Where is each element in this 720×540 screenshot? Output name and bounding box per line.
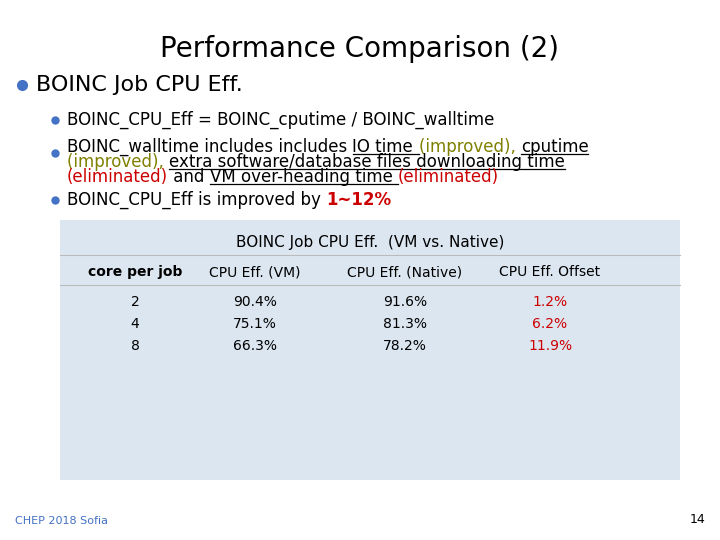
Text: 78.2%: 78.2% [383,339,427,353]
Text: 90.4%: 90.4% [233,295,277,309]
Text: CHEP 2018 Sofia: CHEP 2018 Sofia [15,516,108,526]
Text: 8: 8 [130,339,140,353]
Text: 75.1%: 75.1% [233,317,277,331]
Text: 1.2%: 1.2% [532,295,567,309]
Text: (eliminated): (eliminated) [67,168,168,186]
Text: extra software/database files downloading time: extra software/database files downloadin… [169,153,565,171]
FancyBboxPatch shape [60,220,680,480]
Text: 1~12%: 1~12% [326,191,391,209]
Text: VM over-heading time: VM over-heading time [210,168,398,186]
Text: 91.6%: 91.6% [383,295,427,309]
Text: BOINC_CPU_Eff = BOINC_cputime / BOINC_walltime: BOINC_CPU_Eff = BOINC_cputime / BOINC_wa… [67,111,495,129]
Text: BOINC_CPU_Eff is improved by: BOINC_CPU_Eff is improved by [67,191,326,209]
Text: CPU Eff. Offset: CPU Eff. Offset [500,265,600,279]
Text: 14: 14 [689,513,705,526]
Text: BOINC_walltime includes includes: BOINC_walltime includes includes [67,138,353,156]
Text: 66.3%: 66.3% [233,339,277,353]
Text: 6.2%: 6.2% [532,317,567,331]
Text: (improved),: (improved), [418,138,521,156]
Text: 4: 4 [130,317,140,331]
Text: CPU Eff. (VM): CPU Eff. (VM) [210,265,301,279]
Text: IO time: IO time [353,138,418,156]
Text: BOINC Job CPU Eff.: BOINC Job CPU Eff. [36,75,243,95]
Text: cputime: cputime [521,138,588,156]
Text: (improved),: (improved), [67,153,169,171]
Text: and: and [168,168,210,186]
Text: 2: 2 [130,295,140,309]
Text: Performance Comparison (2): Performance Comparison (2) [161,35,559,63]
Text: (eliminated): (eliminated) [398,168,499,186]
Text: 11.9%: 11.9% [528,339,572,353]
Text: BOINC Job CPU Eff.  (VM vs. Native): BOINC Job CPU Eff. (VM vs. Native) [236,235,504,250]
Text: CPU Eff. (Native): CPU Eff. (Native) [348,265,462,279]
Text: core per job: core per job [88,265,182,279]
Text: 81.3%: 81.3% [383,317,427,331]
